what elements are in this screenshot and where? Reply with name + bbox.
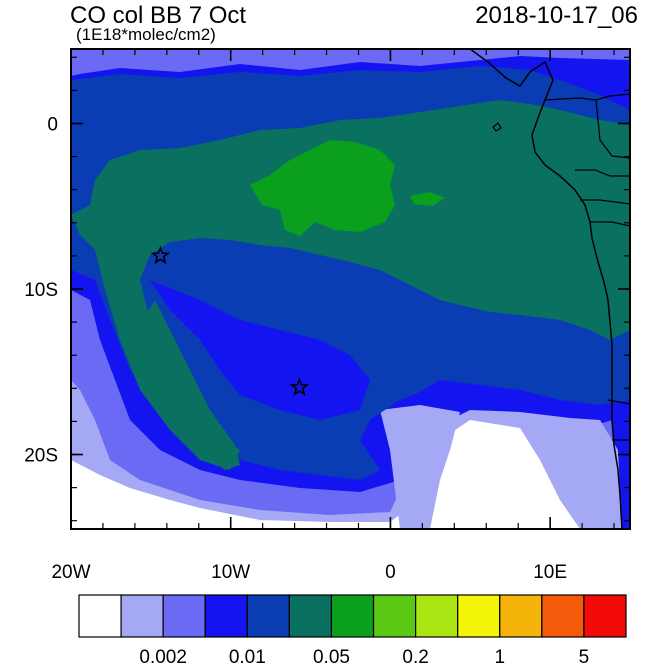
map-units: (1E18*molec/cm2) (76, 25, 216, 44)
x-tick-label: 10E (533, 562, 567, 583)
coastline-africa (469, 49, 623, 529)
colorbar-swatch (415, 594, 459, 638)
colorbar-label: 0.05 (313, 647, 350, 667)
colorbar: 0.002 0.01 0.05 0.2 1 5 (78, 594, 627, 667)
map-datetime: 2018-10-17_06 (475, 2, 638, 29)
country-border (544, 93, 630, 441)
colorbar-swatch (204, 594, 248, 638)
site-markers (150, 245, 310, 396)
x-tick-label: 20W (51, 562, 90, 583)
colorbar-swatch (583, 594, 627, 638)
field-band-plume (150, 280, 370, 420)
field-band-teal-south (145, 300, 240, 470)
colorbar-swatch (162, 594, 206, 638)
field-band-green-small (410, 192, 445, 206)
field-band-green (250, 140, 395, 236)
co-concentration-field (71, 49, 630, 529)
field-band-light-top (71, 49, 630, 76)
colorbar-swatch (457, 594, 501, 638)
x-tick-label: 10W (211, 562, 250, 583)
map-title: CO col BB 7 Oct (70, 2, 247, 29)
y-tick-label: 20S (24, 446, 58, 467)
colorbar-label: 0.2 (402, 647, 428, 667)
field-band-verylight-east (380, 405, 460, 529)
colorbar-label: 5 (579, 647, 590, 667)
colorbar-swatch (541, 594, 585, 638)
colorbar-swatch (246, 594, 290, 638)
axis-ticks: 20W 10W 0 10E 0 10S 20S (24, 49, 630, 583)
colorbar-swatch (330, 594, 375, 638)
field-band-zero (71, 420, 580, 529)
colorbar-label: 0.002 (139, 647, 187, 667)
x-tick-label: 0 (385, 562, 396, 583)
colorbar-swatch (499, 594, 543, 638)
star-marker (150, 245, 171, 265)
colorbar-swatch (120, 594, 164, 638)
colorbar-label: 0.01 (229, 647, 266, 667)
colorbar-label: 1 (494, 647, 505, 667)
field-band-teal (71, 100, 630, 470)
colorbar-swatch (78, 594, 122, 638)
y-tick-label: 0 (47, 114, 58, 135)
colorbar-swatch (288, 594, 333, 638)
star-marker (289, 377, 310, 396)
colorbar-swatch (372, 594, 417, 638)
island (492, 122, 502, 132)
y-tick-label: 10S (24, 280, 58, 301)
